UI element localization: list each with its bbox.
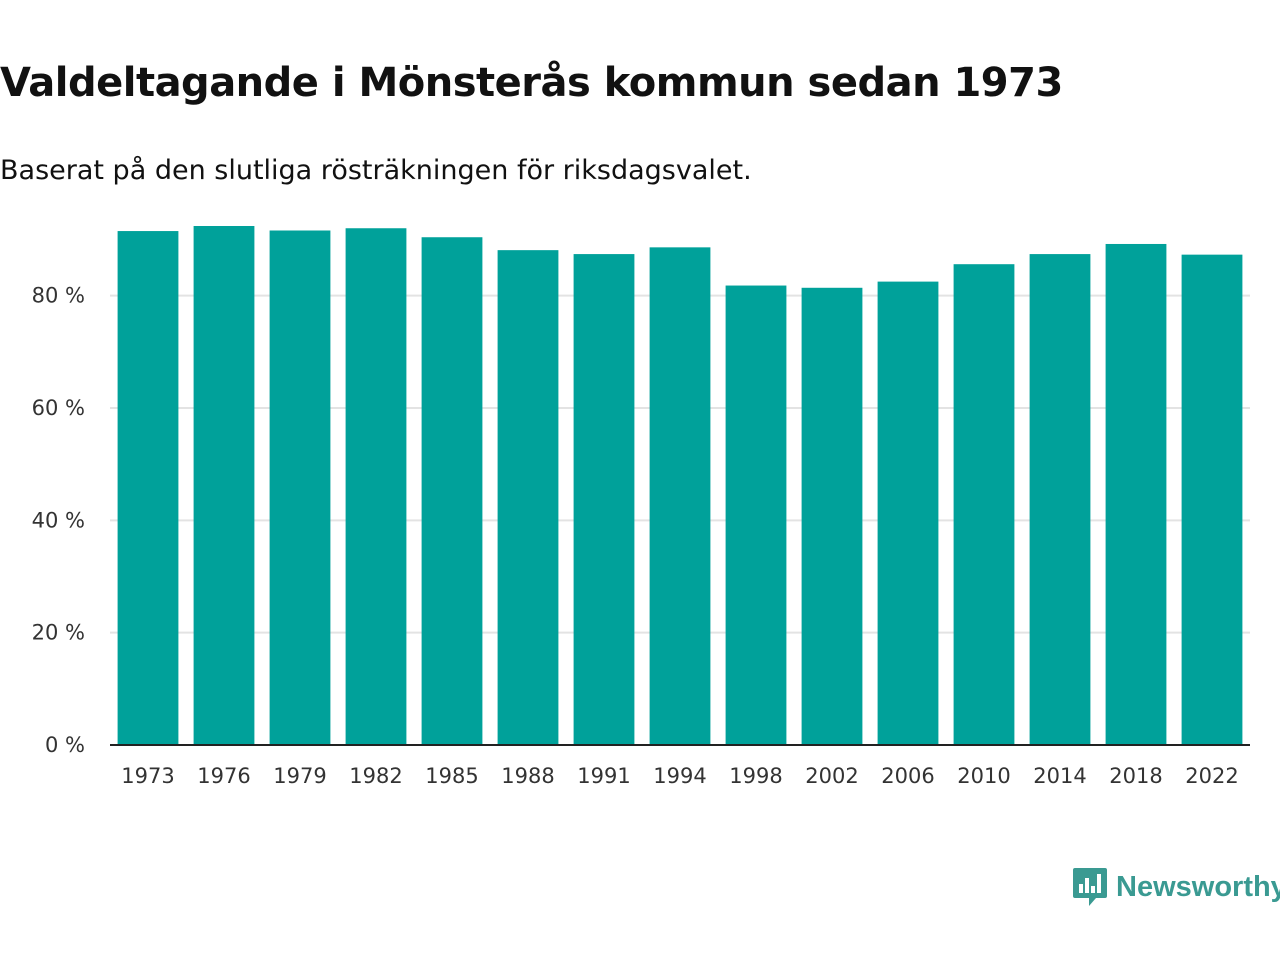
bar-1979 xyxy=(269,230,331,745)
x-tick-label: 1991 xyxy=(577,764,630,788)
y-axis-ticks: 0 % 20 % 40 % 60 % 80 % xyxy=(32,284,85,757)
bar-1991 xyxy=(573,254,635,745)
bar-1998 xyxy=(725,285,787,745)
chart-subtitle: Baserat på den slutliga rösträkningen fö… xyxy=(0,155,752,186)
x-tick-label: 1985 xyxy=(425,764,478,788)
y-tick-label: 40 % xyxy=(32,508,85,532)
bar-2006 xyxy=(877,281,939,745)
x-tick-label: 1976 xyxy=(197,764,250,788)
brand-name: Newsworthy xyxy=(1116,870,1280,903)
bar-1994 xyxy=(649,247,711,745)
bar-2010 xyxy=(953,264,1015,745)
x-tick-label: 2014 xyxy=(1033,764,1086,788)
newsworthy-logo-icon xyxy=(1073,868,1107,906)
x-tick-label: 2006 xyxy=(881,764,934,788)
bar-2014 xyxy=(1029,254,1091,745)
x-tick-label: 1973 xyxy=(121,764,174,788)
x-tick-label: 1979 xyxy=(273,764,326,788)
chart-title: Valdeltagande i Mönsterås kommun sedan 1… xyxy=(0,60,1063,106)
bar-1976 xyxy=(193,226,255,745)
x-tick-label: 1994 xyxy=(653,764,706,788)
x-tick-label: 1982 xyxy=(349,764,402,788)
bar-1985 xyxy=(421,237,483,745)
y-tick-label: 0 % xyxy=(45,733,85,757)
x-tick-label: 1998 xyxy=(729,764,782,788)
bar-1988 xyxy=(497,250,559,746)
bar-1973 xyxy=(117,231,179,746)
x-tick-label: 2010 xyxy=(957,764,1010,788)
x-tick-label: 2018 xyxy=(1109,764,1162,788)
bar-2022 xyxy=(1181,254,1243,745)
bar-2018 xyxy=(1105,243,1167,745)
newsworthy-brand: Newsworthy xyxy=(1072,866,1280,908)
y-tick-label: 80 % xyxy=(32,284,85,308)
y-tick-label: 20 % xyxy=(32,621,85,645)
x-tick-label: 2002 xyxy=(805,764,858,788)
bar-2002 xyxy=(801,287,863,745)
x-axis-ticks: 1973 1976 1979 1982 1985 1988 1991 1994 1998 2002… xyxy=(121,764,1238,788)
x-tick-label: 2022 xyxy=(1185,764,1238,788)
bar-1982 xyxy=(345,228,407,745)
y-tick-label: 60 % xyxy=(32,396,85,420)
x-tick-label: 1988 xyxy=(501,764,554,788)
bars xyxy=(117,226,1243,746)
